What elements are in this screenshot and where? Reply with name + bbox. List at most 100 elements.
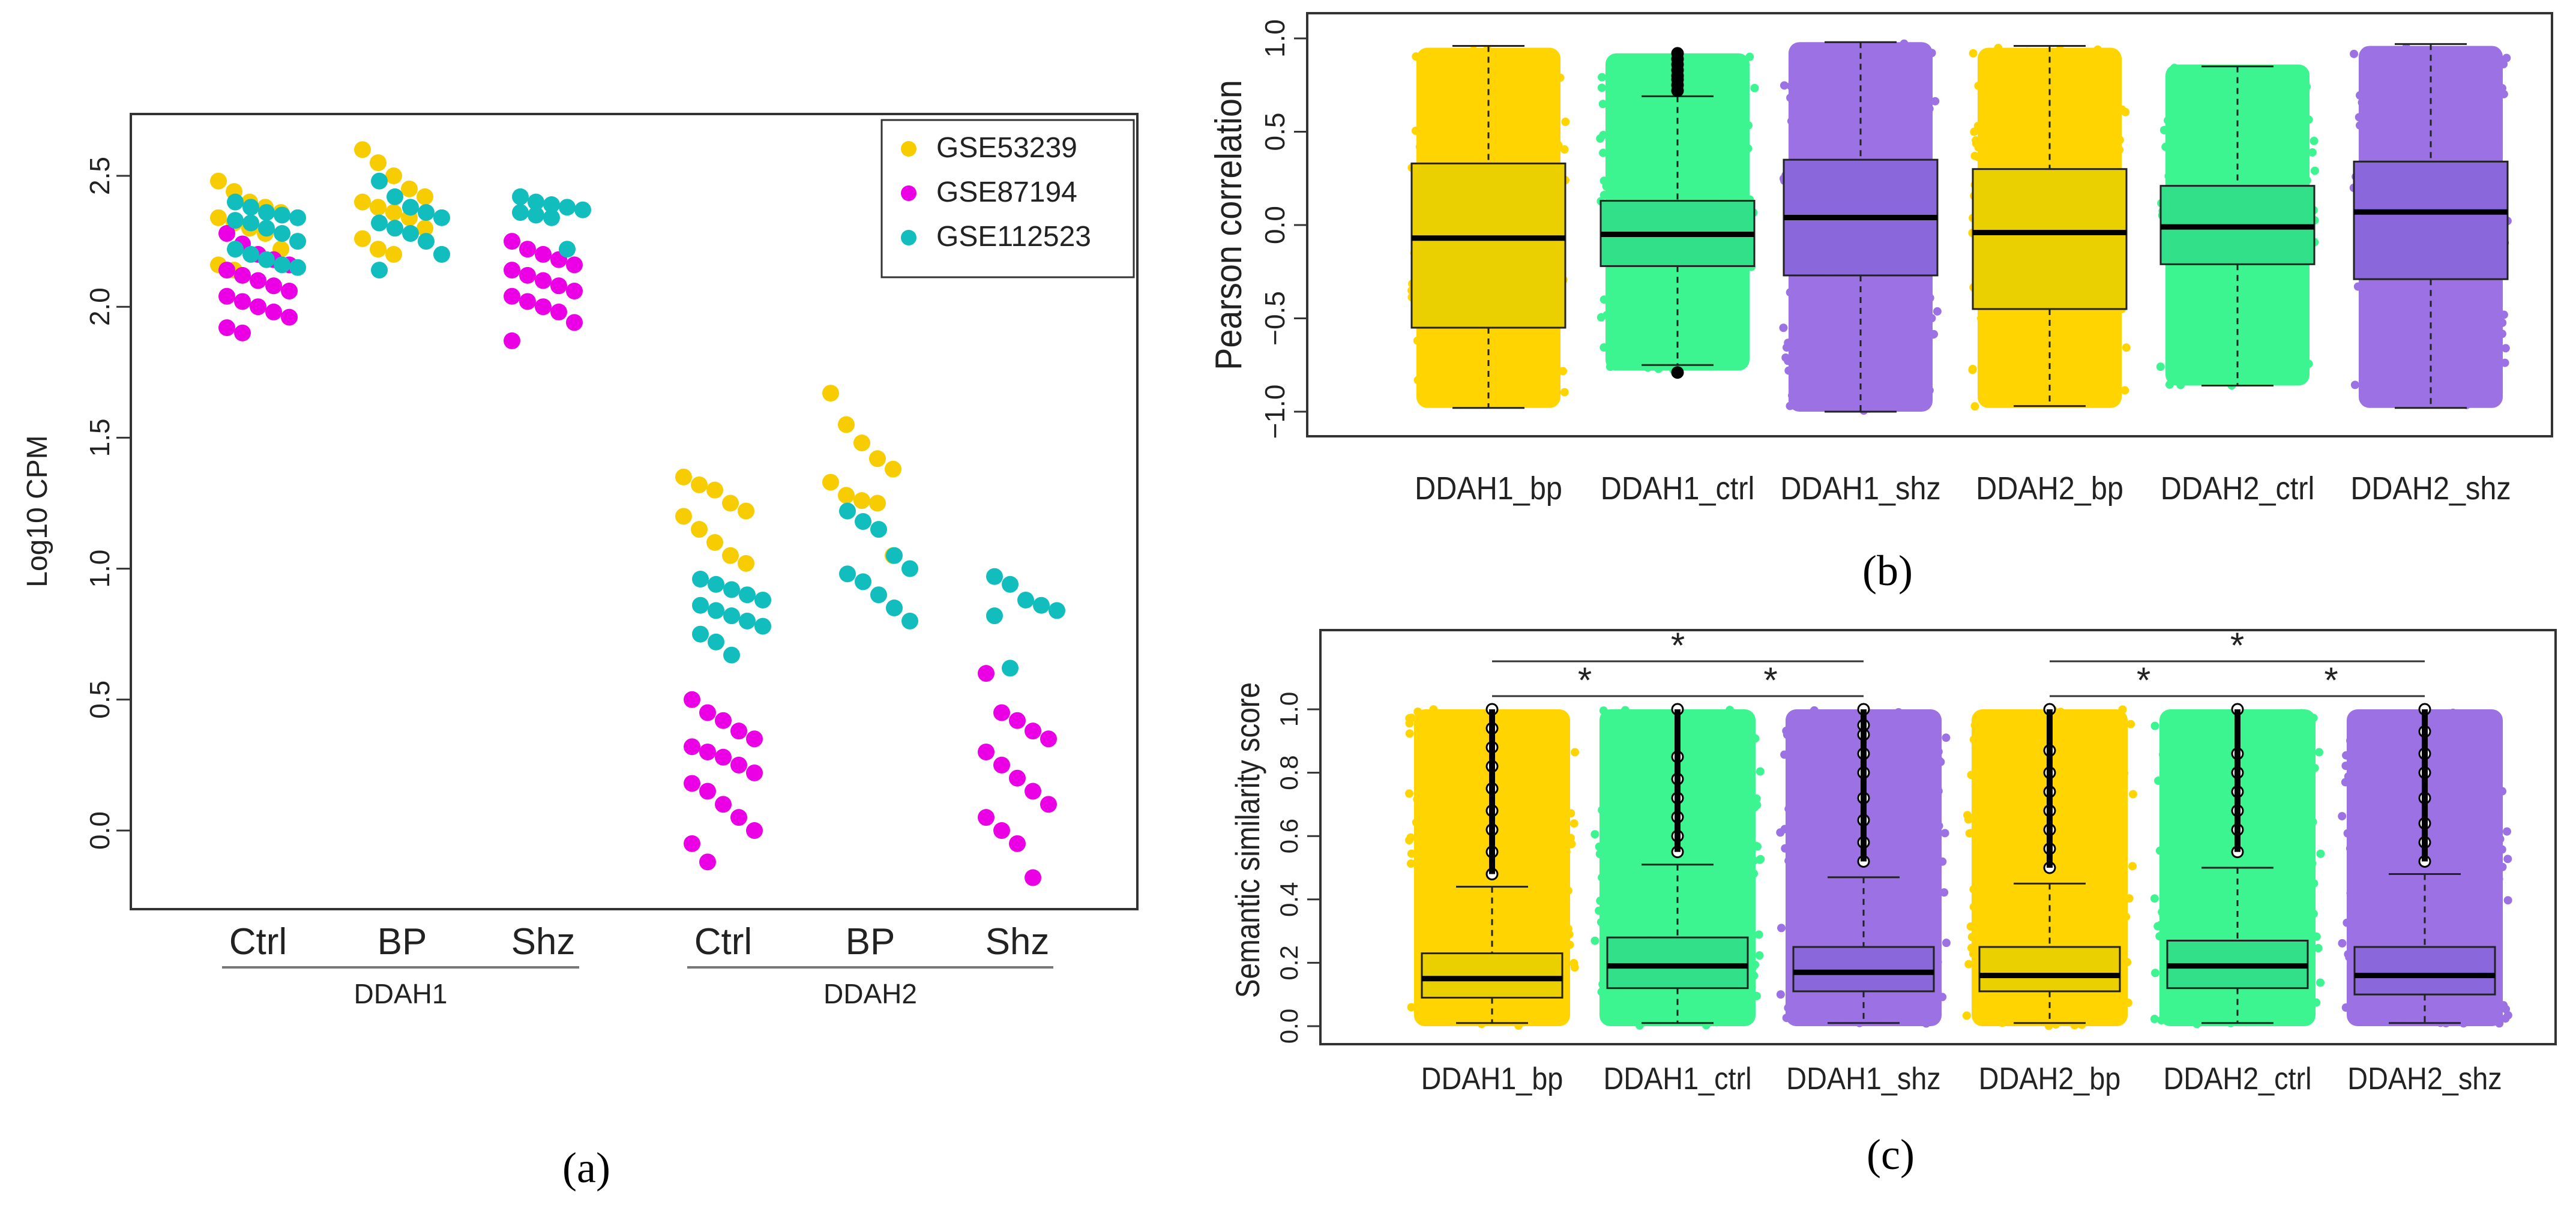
jitter-point bbox=[2497, 329, 2506, 338]
jitter-point bbox=[2461, 755, 2470, 764]
jitter-point bbox=[2227, 359, 2236, 368]
jitter-point bbox=[2350, 380, 2359, 389]
jitter-point bbox=[1985, 773, 1994, 782]
jitter-point bbox=[2054, 140, 2063, 149]
jitter-point bbox=[2403, 314, 2412, 323]
jitter-point bbox=[2297, 109, 2306, 118]
jitter-point bbox=[1697, 153, 1706, 162]
jitter-point bbox=[1797, 908, 1806, 917]
data-point-gse112523 bbox=[242, 245, 259, 263]
jitter-point bbox=[1527, 881, 1536, 890]
jitter-point bbox=[2300, 907, 2309, 916]
jitter-point bbox=[2018, 154, 2027, 163]
jitter-point bbox=[2251, 332, 2260, 341]
jitter-point bbox=[1909, 897, 1918, 906]
jitter-point bbox=[1738, 355, 1747, 364]
jitter-point bbox=[1448, 397, 1457, 406]
jitter-point bbox=[2300, 125, 2309, 134]
jitter-point bbox=[2120, 386, 2129, 395]
jitter-point bbox=[1694, 759, 1703, 768]
jitter-point bbox=[2413, 846, 2422, 855]
jitter-point bbox=[2198, 1012, 2207, 1021]
jitter-point bbox=[2071, 354, 2080, 363]
jitter-point bbox=[1750, 856, 1759, 865]
jitter-point bbox=[1614, 921, 1623, 930]
jitter-point bbox=[1717, 157, 1726, 166]
jitter-point bbox=[2072, 914, 2081, 923]
jitter-point bbox=[2217, 919, 2226, 928]
jitter-point bbox=[2309, 714, 2318, 723]
data-point-gse112523 bbox=[754, 591, 771, 609]
data-point-gse87194 bbox=[218, 225, 235, 242]
jitter-point bbox=[2098, 742, 2107, 751]
jitter-point bbox=[1998, 1018, 2007, 1027]
jitter-point bbox=[2434, 316, 2443, 325]
jitter-point bbox=[2018, 87, 2027, 96]
jitter-point bbox=[1909, 729, 1918, 738]
data-point-gse112523 bbox=[227, 241, 244, 258]
jitter-point bbox=[2054, 723, 2063, 732]
data-point-gse112523 bbox=[870, 586, 887, 604]
jitter-point bbox=[1556, 728, 1565, 737]
jitter-point bbox=[1901, 52, 1910, 61]
jitter-point bbox=[1788, 391, 1797, 400]
jitter-point bbox=[1712, 859, 1721, 868]
data-point-gse87194 bbox=[281, 283, 298, 300]
x-category-label: DDAH2_shz bbox=[2347, 1062, 2502, 1096]
jitter-point bbox=[1874, 274, 1883, 283]
jitter-point bbox=[2156, 362, 2165, 371]
jitter-point bbox=[1610, 726, 1619, 735]
jitter-point bbox=[1563, 886, 1572, 895]
jitter-point bbox=[2427, 93, 2436, 102]
jitter-point bbox=[2366, 46, 2375, 55]
jitter-point bbox=[2262, 278, 2271, 287]
jitter-point bbox=[2063, 363, 2072, 372]
jitter-point bbox=[2463, 864, 2472, 873]
jitter-point bbox=[2394, 818, 2403, 827]
jitter-point bbox=[2021, 835, 2030, 844]
jitter-point bbox=[2093, 45, 2102, 54]
jitter-point bbox=[1744, 733, 1753, 742]
jitter-point bbox=[1551, 764, 1560, 773]
significance-star: * bbox=[1671, 625, 1685, 666]
jitter-point bbox=[2432, 130, 2441, 139]
data-point-gse87194 bbox=[535, 245, 552, 263]
jitter-point bbox=[1751, 734, 1760, 743]
jitter-point bbox=[1900, 39, 1909, 48]
jitter-point bbox=[2387, 893, 2396, 902]
jitter-point bbox=[1417, 838, 1426, 847]
jitter-point bbox=[2440, 68, 2449, 77]
data-point-gse112523 bbox=[886, 599, 903, 617]
jitter-point bbox=[1789, 761, 1798, 770]
jitter-point bbox=[1652, 137, 1661, 146]
jitter-point bbox=[1849, 802, 1858, 811]
jitter-point bbox=[2068, 158, 2077, 167]
jitter-point bbox=[2356, 718, 2365, 727]
data-point-gse87194 bbox=[566, 256, 583, 274]
jitter-point bbox=[1818, 864, 1827, 873]
jitter-point bbox=[2189, 153, 2198, 162]
data-point-gse112523 bbox=[1002, 660, 1019, 677]
jitter-point bbox=[1405, 789, 1414, 798]
jitter-point bbox=[1556, 73, 1565, 82]
jitter-point bbox=[1942, 733, 1951, 742]
jitter-point bbox=[1687, 1005, 1696, 1014]
jitter-point bbox=[2277, 989, 2286, 998]
jitter-point bbox=[1784, 338, 1793, 347]
jitter-point bbox=[1627, 732, 1636, 741]
jitter-point bbox=[1413, 795, 1422, 804]
box-iqr bbox=[1972, 168, 2128, 310]
jitter-point bbox=[2075, 116, 2084, 125]
jitter-point bbox=[2250, 274, 2259, 283]
jitter-point bbox=[2388, 736, 2397, 745]
jitter-point bbox=[1493, 107, 1502, 116]
data-point-gse112523 bbox=[289, 259, 306, 276]
jitter-point bbox=[1648, 785, 1657, 794]
jitter-point bbox=[1601, 922, 1610, 931]
jitter-point bbox=[1551, 373, 1560, 382]
jitter-point bbox=[2005, 142, 2014, 151]
jitter-point bbox=[1746, 1005, 1755, 1014]
jitter-point bbox=[2304, 359, 2313, 368]
jitter-point bbox=[1877, 938, 1886, 947]
jitter-point bbox=[2492, 903, 2501, 912]
